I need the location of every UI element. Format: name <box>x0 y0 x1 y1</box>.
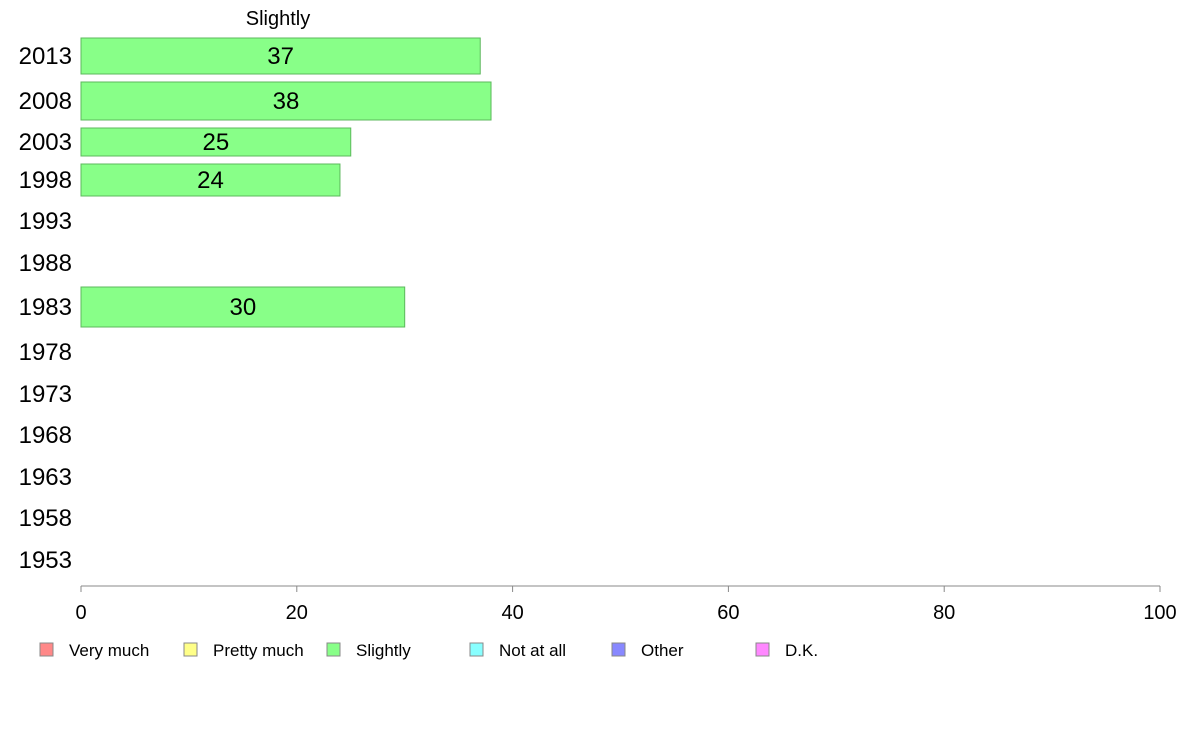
legend-label-pretty-much: Pretty much <box>213 641 304 660</box>
bars-group: 37 38 25 24 30 <box>80 37 492 328</box>
y-label-1953: 1953 <box>19 547 72 574</box>
bar-2008 <box>80 81 492 121</box>
bar-1983 <box>80 286 406 328</box>
x-tick-label-80: 80 <box>933 602 955 624</box>
legend-swatch-not-at-all <box>469 642 484 657</box>
y-label-1958: 1958 <box>19 505 72 532</box>
bar-value-label-1998: 24 <box>197 167 224 194</box>
legend-label-d-k: D.K. <box>785 641 818 660</box>
x-tick-label-40: 40 <box>501 602 523 624</box>
legend: Very much Pretty much Slightly Not at all Ot… <box>39 641 818 660</box>
y-label-1988: 1988 <box>19 250 72 277</box>
y-label-2008: 2008 <box>19 88 72 115</box>
y-label-1978: 1978 <box>19 339 72 366</box>
bar-2003 <box>80 127 352 157</box>
legend-swatch-slightly <box>326 642 341 657</box>
legend-label-other: Other <box>641 641 684 660</box>
y-label-2003: 2003 <box>19 129 72 156</box>
series-header-label: Slightly <box>246 8 310 30</box>
legend-swatch-d-k <box>755 642 770 657</box>
bar-value-label-2013: 37 <box>267 43 294 70</box>
y-label-1963: 1963 <box>19 464 72 491</box>
bar-1998 <box>80 163 341 197</box>
y-label-1968: 1968 <box>19 422 72 449</box>
legend-swatch-other <box>611 642 626 657</box>
bar-value-label-2008: 38 <box>273 88 300 115</box>
legend-swatch-pretty-much <box>183 642 198 657</box>
x-tick-label-60: 60 <box>717 602 739 624</box>
x-tick-label-20: 20 <box>286 602 308 624</box>
bar-value-label-2003: 25 <box>203 129 230 156</box>
bar-value-label-1983: 30 <box>229 294 256 321</box>
y-label-1973: 1973 <box>19 381 72 408</box>
legend-label-slightly: Slightly <box>356 641 411 660</box>
y-label-1998: 1998 <box>19 167 72 194</box>
y-label-2013: 2013 <box>19 43 72 70</box>
legend-label-very-much: Very much <box>69 641 149 660</box>
y-label-1993: 1993 <box>19 208 72 235</box>
legend-swatch-very-much <box>39 642 54 657</box>
legend-label-not-at-all: Not at all <box>499 641 566 660</box>
x-tick-label-100: 100 <box>1143 602 1176 624</box>
x-axis: 0 20 40 60 80 100 <box>75 585 1177 624</box>
bar-2013 <box>80 37 481 75</box>
y-label-1983: 1983 <box>19 294 72 321</box>
y-axis-labels: 2013 2008 2003 1998 1993 1988 1983 1978 1973 1968… <box>19 43 72 574</box>
x-tick-label-0: 0 <box>75 602 86 624</box>
